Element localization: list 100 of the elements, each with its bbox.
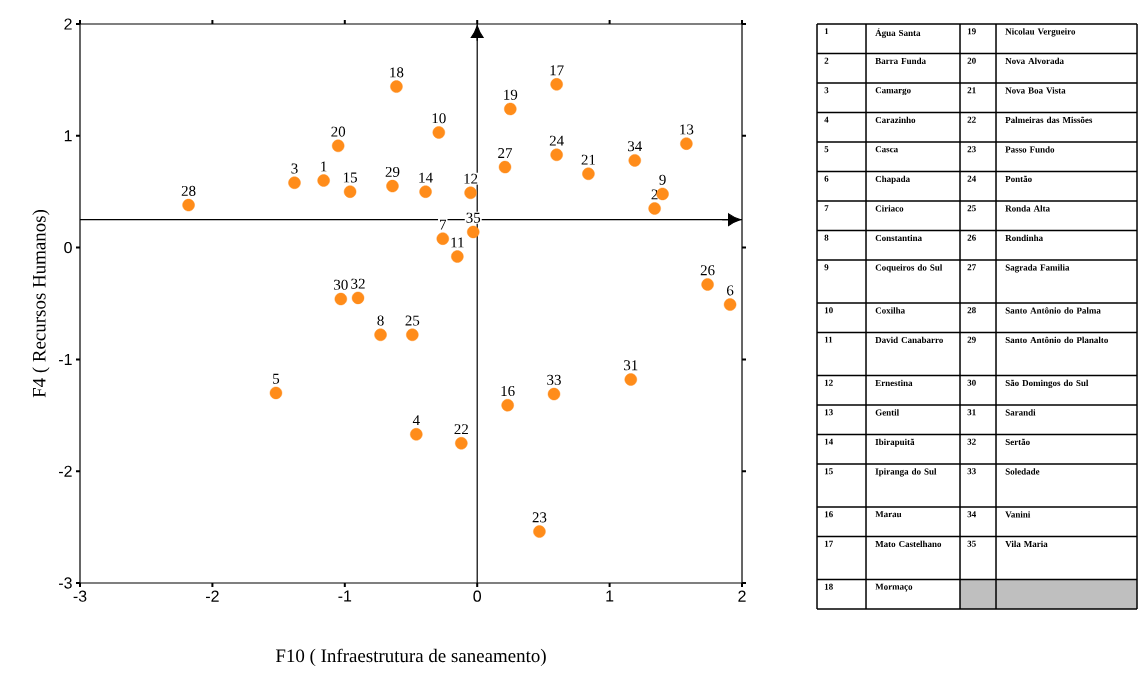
text: Nova Boa Vista [1005,87,1066,94]
text: 19 [967,28,976,35]
text: Ipiranga do Sul [875,468,937,477]
text: Soledade [1005,468,1040,475]
text: 11 [824,336,833,343]
text: 2 [824,57,829,64]
annotation: 22 [454,424,468,435]
annotation: 4 [412,415,420,426]
text: 18 [824,583,833,590]
annotation: 25 [405,315,420,326]
text: Chapada [875,175,910,184]
x-tick-label: 0 [473,590,482,602]
annotation: 24 [549,135,564,146]
text: Água Santa [875,28,921,38]
annotation: 32 [351,278,365,289]
text: 4 [824,116,829,123]
annotation: 7 [440,219,447,230]
text: Nova Alvorada [1005,57,1064,65]
annotation: 1 [321,161,327,172]
annotation: 10 [432,113,446,124]
text: Camargo [875,87,911,96]
text: 34 [967,511,977,518]
text: 27 [967,264,976,271]
annotation: 15 [343,172,357,183]
annotation: 31 [624,360,638,371]
text: Ibirapuitã [875,438,915,447]
text: Vila Maria [1005,540,1048,548]
y-tick-label: 0 [64,241,72,254]
annotation: 16 [501,386,515,397]
annotation: 20 [331,126,346,137]
annotation: 9 [659,174,666,185]
text: Santo Antônio do Palma [1005,307,1101,314]
text: 17 [824,540,833,547]
x-tick-label: 2 [738,590,746,602]
text: 8 [824,234,829,241]
text: 29 [967,336,976,343]
text: Gentil [875,409,899,416]
text: 25 [967,205,976,212]
text: Pontão [1005,175,1032,183]
annotation: 28 [181,185,196,196]
text: 6 [824,175,829,182]
x-tick-label: -1 [338,590,352,602]
x-tick-label: -2 [206,590,219,602]
text: 15 [824,468,833,475]
text: 24 [967,175,977,182]
annotation: 3 [291,163,298,174]
annotation: 5 [273,373,280,384]
text: Mormaço [875,583,913,592]
text: Constantina [875,234,922,242]
text: 21 [967,87,976,94]
annotation: 19 [504,89,518,100]
annotation: 35 [466,212,481,223]
text: 23 [967,146,976,153]
text: Sagrada Familia [1005,264,1070,273]
text: 5 [824,146,829,153]
text: Marau [875,511,902,518]
text: Mato Castelhano [875,540,942,548]
text: 32 [967,438,976,445]
annotation: 34 [628,141,642,152]
text: Vanini [1005,511,1031,518]
x-tick-label: 1 [606,590,614,602]
text: David Canabarro [875,336,943,344]
text: 28 [967,307,976,314]
annotation: 8 [377,315,384,326]
text: 22 [967,116,976,123]
text: 7 [824,205,829,212]
text: 14 [824,438,834,445]
x-axis-title: F10 ( Infraestrutura de saneamento) [275,648,546,667]
annotation: 33 [547,374,561,385]
annotation: 30 [334,279,348,290]
text: 12 [824,379,833,386]
text: Coxilha [875,307,905,314]
text: Carazinho [875,116,916,124]
text: Santo Antônio do Planalto [1005,336,1108,344]
text: 3 [824,87,829,94]
annotation: 23 [532,512,547,523]
text: Rondinha [1005,234,1043,242]
annotation: 12 [464,173,478,184]
text: 13 [824,409,833,416]
text: São Domingos do Sul [1005,379,1089,388]
text: Sarandi [1005,409,1036,416]
x-tick-label: -3 [73,590,87,602]
text: Nicolau Vergueiro [1005,28,1076,37]
text: 10 [824,307,833,314]
annotation: 11 [451,237,464,248]
text: 35 [967,540,976,547]
text: Ernestina [875,379,913,387]
y-tick-label: -3 [59,577,72,589]
text: Passo Fundo [1005,146,1055,153]
annotation: 26 [700,265,715,276]
text: Coqueiros do Sul [875,264,943,273]
y-tick-label: 2 [64,18,72,30]
annotation: 21 [581,154,595,165]
annotation: 17 [550,65,564,76]
annotation: 6 [727,285,734,296]
text: 26 [967,234,976,241]
text: 20 [967,57,976,64]
annotation: 29 [385,166,400,177]
text: Ciriaco [875,205,904,212]
y-tick-label: 1 [64,130,72,142]
